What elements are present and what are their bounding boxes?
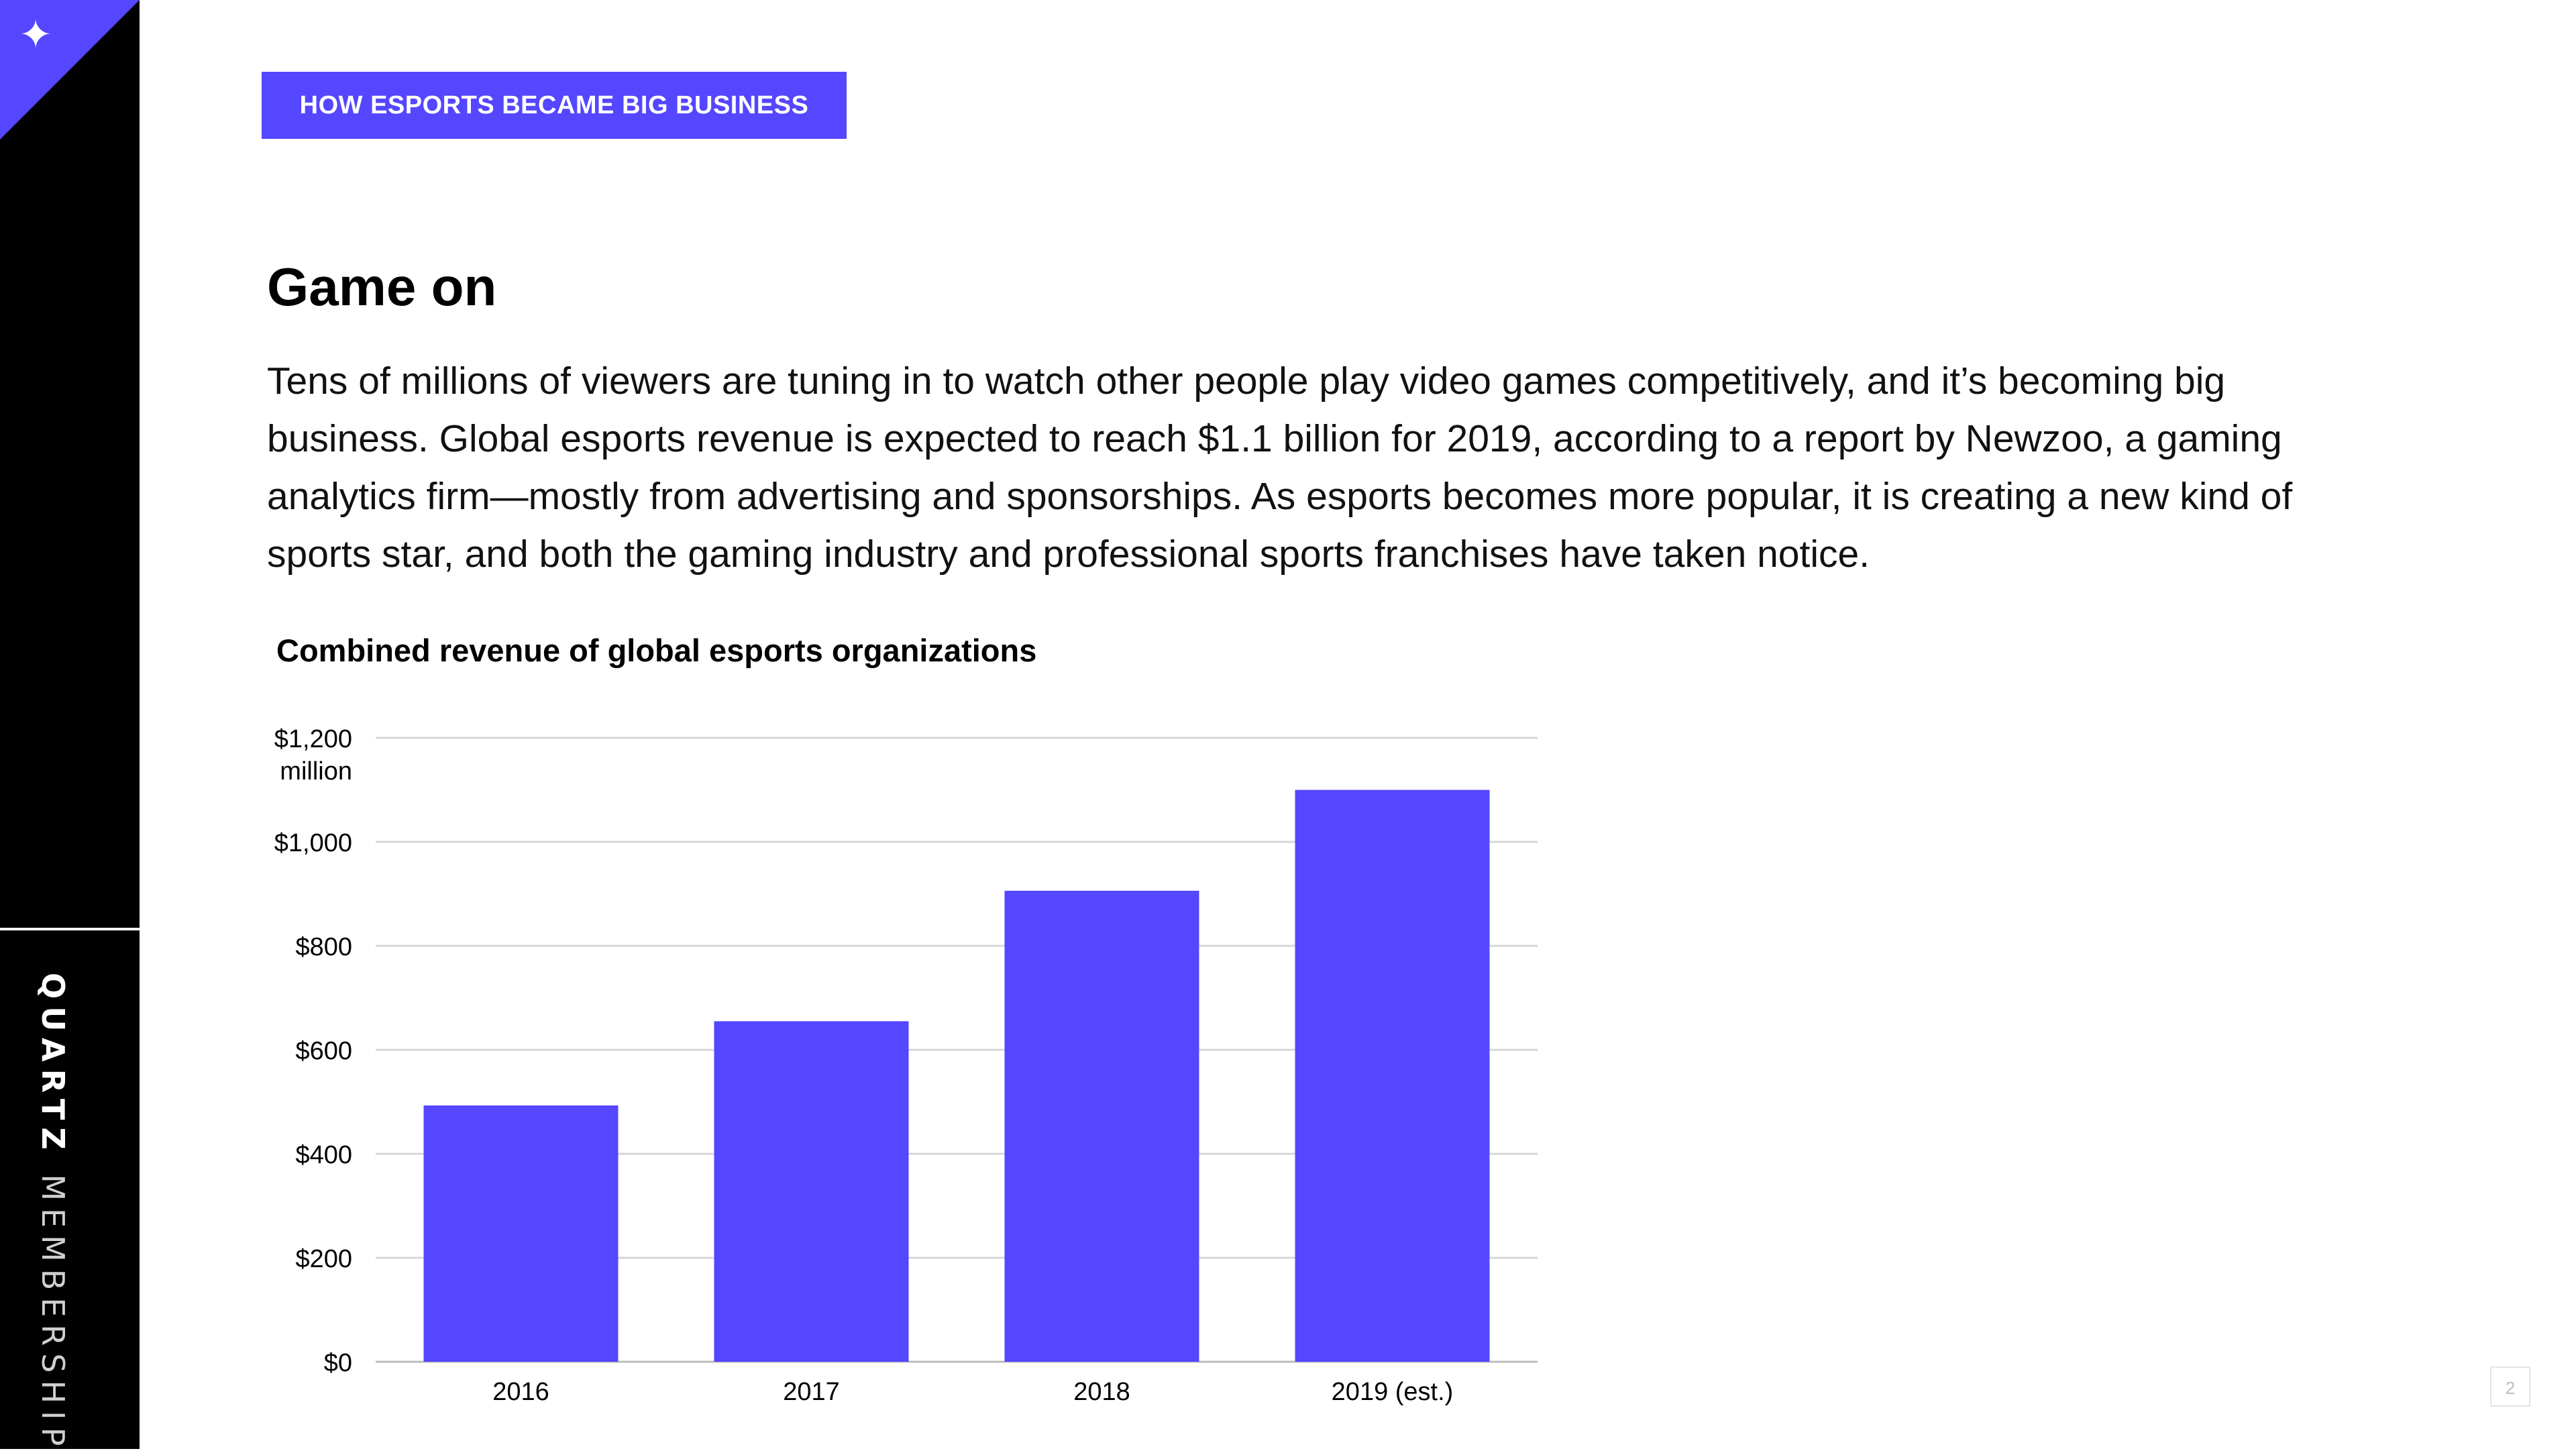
y-unit-label: million (280, 757, 352, 786)
x-tick-label: 2018 (1073, 1378, 1130, 1406)
bar (1004, 890, 1199, 1362)
bar (714, 1021, 909, 1362)
sidebar: ✦ QUARTZ MEMBERSHIP (0, 0, 140, 1453)
x-tick-label: 2019 (est.) (1332, 1378, 1454, 1406)
bar (423, 1105, 619, 1362)
y-tick-label: $400 (295, 1141, 352, 1169)
chart-title: Combined revenue of global esports organ… (276, 633, 1037, 668)
y-tick-label: $1,200 (274, 725, 352, 753)
x-tick-label: 2016 (492, 1378, 549, 1406)
sidebar-divider (0, 928, 140, 930)
brand-primary: QUARTZ (35, 973, 71, 1157)
y-tick-label: $0 (324, 1349, 352, 1377)
y-tick-label: $1,000 (274, 829, 352, 857)
sparkle-star-icon[interactable]: ✦ (19, 11, 53, 58)
intro-paragraph: Tens of millions of viewers are tuning i… (267, 360, 2293, 576)
brand-secondary: MEMBERSHIP (35, 1174, 71, 1453)
bar (1295, 790, 1490, 1362)
y-tick-label: $600 (295, 1037, 352, 1065)
x-tick-label: 2017 (783, 1378, 840, 1406)
page-number: 2 (2490, 1366, 2530, 1407)
revenue-bar-chart: $0 $200 $400 $600 $800 $1,000 $1,200 million 201… (274, 725, 1538, 1406)
y-tick-label: $800 (295, 933, 352, 961)
section-kicker: HOW ESPORTS BECAME BIG BUSINESS (262, 72, 847, 139)
page-title: Game on (267, 257, 497, 317)
brand-wordmark: QUARTZ MEMBERSHIP (35, 973, 71, 1453)
y-tick-label: $200 (295, 1245, 352, 1273)
